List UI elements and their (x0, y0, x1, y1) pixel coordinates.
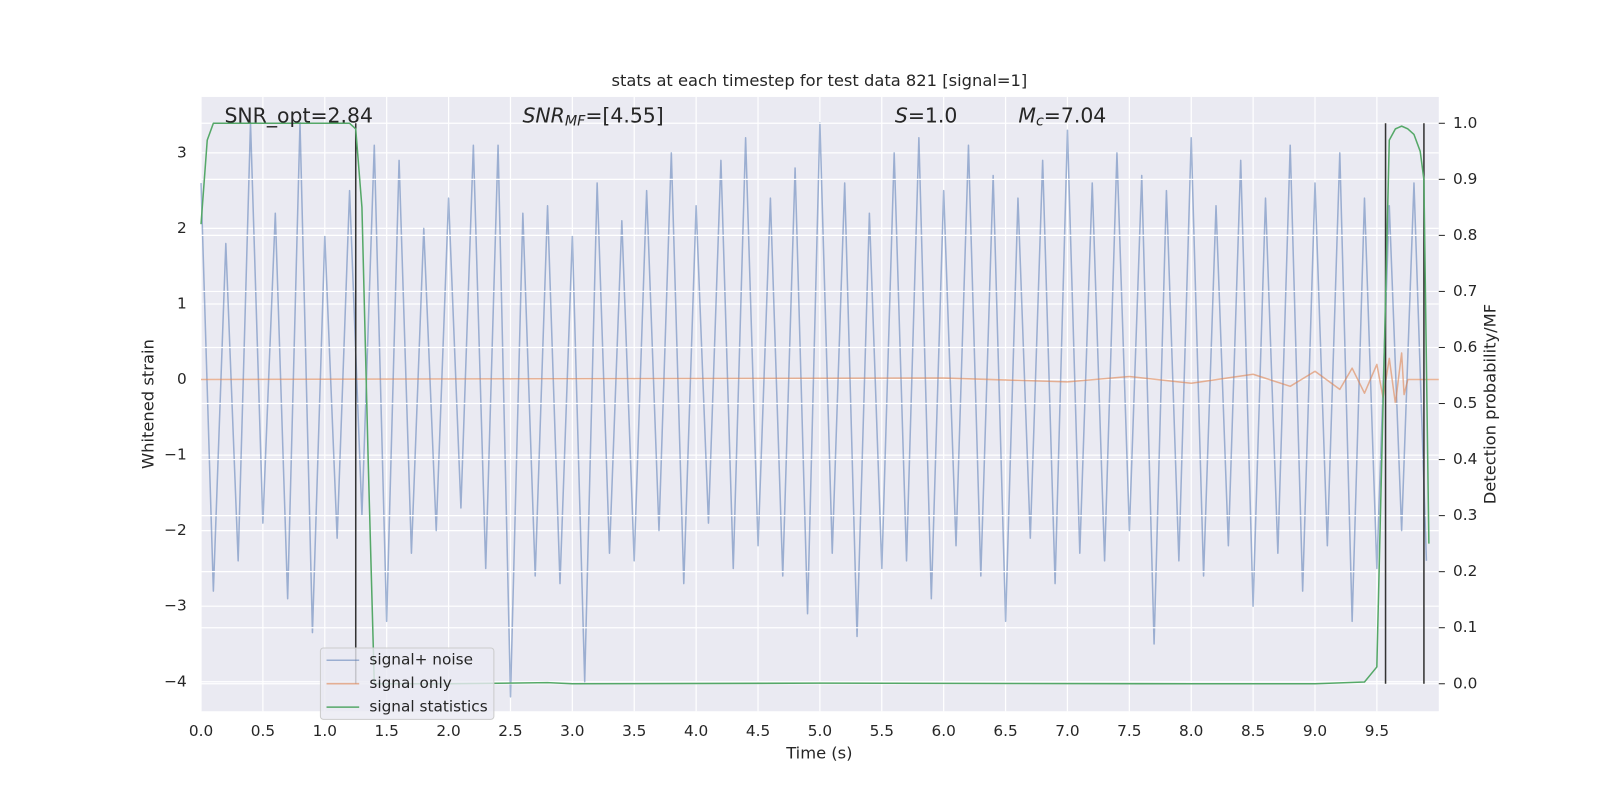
series-line (201, 352, 1439, 405)
legend-label: signal statistics (369, 698, 487, 716)
annotation: SNRMF=[4.55] (522, 103, 663, 129)
y2-tick-label: 0.4 (1453, 450, 1477, 468)
chart-title: stats at each timestep for test data 821… (611, 71, 1027, 90)
y2-axis-label: Detection probability/MF (1480, 304, 1499, 504)
x-tick-label: 1.5 (375, 722, 399, 740)
y2-tick-label: 0.0 (1453, 674, 1477, 692)
x-tick-label: 5.5 (870, 722, 894, 740)
x-tick-label: 1.0 (313, 722, 337, 740)
y-tick-label: −3 (164, 597, 187, 615)
y-tick-label: −2 (164, 521, 187, 539)
x-tick-label: 2.0 (436, 722, 460, 740)
y2-tick-label: 0.7 (1453, 282, 1477, 300)
y-tick-label: 0 (177, 370, 187, 388)
y-tick-label: 3 (177, 143, 187, 161)
y-axis-label: Whitened strain (138, 339, 157, 469)
annotation-part: S (895, 103, 908, 127)
x-tick-label: 3.5 (622, 722, 646, 740)
x-tick-label: 4.5 (746, 722, 770, 740)
y-tick-label: 1 (177, 294, 187, 312)
annotation-part: =[4.55] (585, 103, 663, 127)
x-tick-label: 6.5 (993, 722, 1017, 740)
annotation-part: M (1018, 103, 1036, 127)
y2-tick-label: 0.5 (1453, 394, 1477, 412)
x-tick-label: 3.0 (560, 722, 584, 740)
legend-label: signal only (369, 674, 451, 692)
annotation-part: c (1036, 113, 1044, 129)
annotation-part: SNR_opt=2.84 (224, 103, 372, 128)
y2-tick-label: 0.9 (1453, 170, 1477, 188)
x-axis-label: Time (s) (785, 744, 852, 763)
annotation-part: =7.04 (1044, 103, 1107, 127)
annotation-part: MF (565, 113, 586, 129)
y-tick-label: −1 (164, 446, 187, 464)
annotation: SNR_opt=2.84 (224, 103, 372, 128)
y2-tick-label: 1.0 (1453, 114, 1477, 132)
y2-tick-label: 0.1 (1453, 618, 1477, 636)
y2-tick-label: 0.8 (1453, 226, 1477, 244)
legend-box (319, 647, 495, 720)
y2-tick-label: 0.6 (1453, 338, 1477, 356)
x-tick-label: 2.5 (498, 722, 522, 740)
x-tick-label: 9.0 (1303, 722, 1327, 740)
series-line (200, 122, 1430, 685)
x-tick-label: 7.5 (1117, 722, 1141, 740)
x-tick-label: 8.5 (1241, 722, 1265, 740)
x-tick-label: 5.0 (808, 722, 832, 740)
annotation-part: =1.0 (908, 103, 958, 127)
x-tick-label: 0.0 (189, 722, 213, 740)
y2-tick-label: 0.3 (1453, 506, 1477, 524)
y2-tick-label: 0.2 (1453, 562, 1477, 580)
x-tick-label: 8.0 (1179, 722, 1203, 740)
legend-label: signal+ noise (369, 651, 473, 669)
y-tick-label: 2 (177, 219, 187, 237)
x-tick-label: 9.5 (1365, 722, 1389, 740)
x-tick-label: 0.5 (251, 722, 275, 740)
annotation-part: SNR (522, 103, 564, 127)
y-tick-label: −4 (164, 672, 187, 690)
series-line (200, 121, 1428, 698)
x-tick-label: 6.0 (932, 722, 956, 740)
x-tick-label: 4.0 (684, 722, 708, 740)
annotation: Mc=7.04 (1018, 103, 1106, 129)
x-tick-label: 7.0 (1055, 722, 1079, 740)
annotation: S=1.0 (895, 103, 957, 127)
